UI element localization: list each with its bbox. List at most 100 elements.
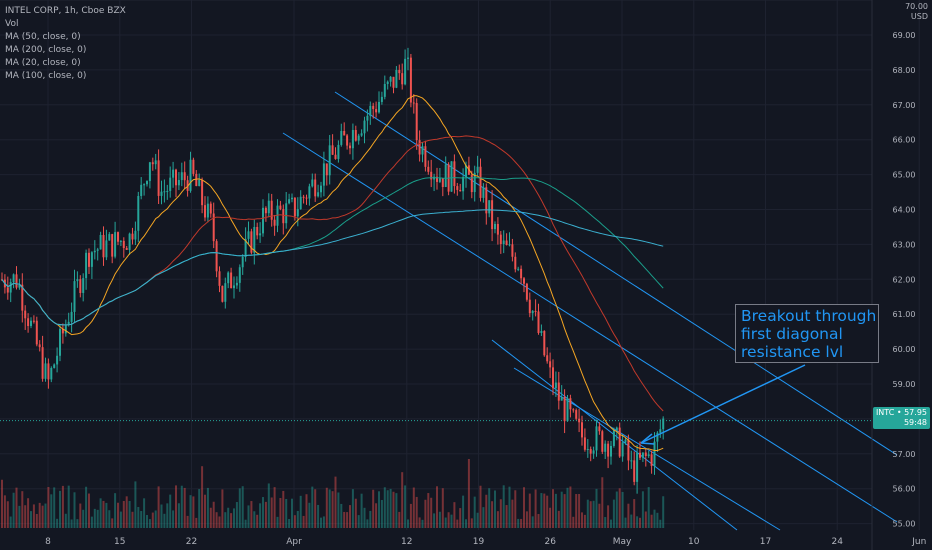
candle-body	[140, 184, 143, 197]
candle-body	[12, 274, 15, 283]
candle-body	[636, 452, 639, 482]
candle-body	[111, 234, 114, 257]
candle-body	[308, 186, 311, 199]
candle-body	[166, 190, 169, 192]
legend-ma50[interactable]: MA (50, close, 0)	[5, 32, 81, 42]
candle-body	[369, 105, 372, 116]
volume-bar	[244, 519, 247, 528]
candle-body	[438, 178, 441, 182]
currency-label[interactable]: USD	[910, 12, 928, 21]
candle-body	[198, 179, 201, 186]
legend-ma200[interactable]: MA (200, close, 0)	[5, 45, 87, 55]
volume-bar	[279, 498, 282, 528]
candlesticks	[1, 47, 665, 494]
candle-body	[35, 320, 38, 345]
volume-bar	[363, 507, 366, 528]
candle-body	[659, 429, 662, 433]
legend-symbol[interactable]: INTEL CORP, 1h, Cboe BZX	[5, 6, 126, 16]
candle-body	[572, 409, 575, 411]
volume-bar	[247, 505, 250, 528]
candle-body	[224, 283, 227, 302]
volume-bar	[334, 476, 337, 528]
candle-body	[27, 318, 30, 327]
volume-bar	[67, 485, 70, 528]
candle-body	[523, 278, 525, 284]
candle-body	[311, 179, 314, 187]
candle-body	[630, 460, 633, 462]
candle-body	[459, 189, 462, 192]
candle-body	[589, 449, 592, 454]
volume-bar	[288, 519, 291, 528]
candle-body	[363, 120, 366, 134]
volume-bar	[105, 502, 108, 528]
volume-bar	[505, 505, 508, 528]
volume-bar	[53, 487, 56, 528]
candle-body	[183, 172, 186, 181]
legend-vol[interactable]: Vol	[5, 19, 19, 29]
candle-body	[204, 205, 206, 218]
volume-bar	[354, 498, 357, 528]
volume-bar	[233, 508, 235, 528]
moving-averages	[1, 95, 664, 451]
volume-bar	[64, 513, 67, 528]
candle-body	[421, 146, 424, 155]
candle-body	[604, 443, 607, 452]
volume-bar	[195, 517, 198, 528]
candle-body	[380, 96, 383, 102]
volume-bar	[291, 498, 293, 528]
candle-body	[177, 180, 180, 186]
volume-bar	[581, 512, 583, 528]
candle-body	[375, 109, 378, 113]
volume-bar	[227, 507, 230, 528]
candle-body	[465, 165, 467, 177]
volume-bar	[618, 488, 621, 528]
candle-body	[494, 223, 496, 230]
volume-bar	[401, 472, 404, 528]
candle-body	[253, 226, 256, 253]
candle-body	[67, 321, 70, 325]
annotation-callout[interactable]: Breakout through first diagonal resistan…	[735, 304, 879, 363]
volume-bar	[438, 511, 441, 528]
volume-bar	[447, 512, 450, 528]
volume-bar	[169, 494, 172, 528]
axis-top: 70.00 USD	[905, 2, 928, 22]
candle-body	[32, 320, 35, 322]
candle-body	[418, 140, 421, 155]
legend-ma20[interactable]: MA (20, close, 0)	[5, 58, 81, 68]
candle-body	[322, 163, 325, 186]
candle-body	[96, 249, 99, 251]
axis-top-value: 70.00	[905, 2, 928, 11]
candle-body	[154, 160, 157, 165]
candle-body	[656, 432, 659, 442]
volume-bar	[285, 498, 288, 528]
candle-body	[9, 282, 12, 293]
candle-body	[276, 205, 279, 226]
volume-bar	[450, 514, 453, 528]
candle-body	[569, 398, 572, 410]
candle-body	[233, 285, 235, 289]
candle-body	[499, 234, 502, 245]
legend-ma100[interactable]: MA (100, close, 0)	[5, 71, 87, 81]
candle-body	[470, 174, 473, 193]
volume-bar	[131, 511, 134, 528]
volume-bar	[644, 511, 647, 528]
bar-countdown: 59:48	[903, 418, 927, 427]
candle-body	[633, 460, 636, 482]
volume-bar	[322, 516, 325, 528]
y-tick-label: 60.00	[893, 345, 916, 354]
volume-bar	[1, 479, 3, 528]
volume-bar	[641, 491, 644, 528]
candle-body	[641, 452, 644, 458]
volume-bar	[511, 499, 514, 528]
candle-body	[227, 272, 230, 284]
volume-bar	[15, 487, 18, 528]
candle-body	[537, 311, 540, 333]
y-tick-label: 67.00	[893, 101, 916, 110]
channel-line	[334, 91, 898, 456]
x-tick-label: 19	[473, 537, 485, 547]
volume-bar	[409, 503, 412, 528]
candle-body	[575, 410, 578, 419]
annotation-line-3: resistance lvl	[741, 343, 844, 361]
candle-body	[93, 250, 96, 253]
